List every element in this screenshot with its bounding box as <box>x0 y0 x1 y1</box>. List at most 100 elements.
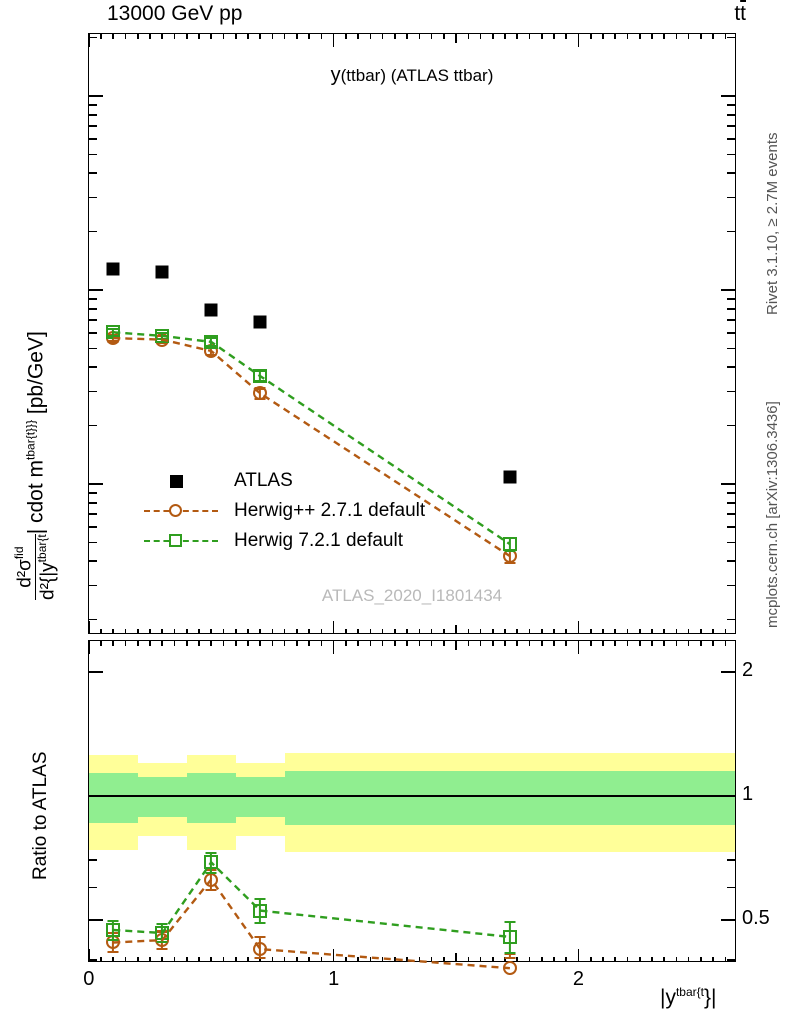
x-axis-title: |ytbar{t}| <box>660 985 716 1010</box>
x-tick-ratio <box>394 640 396 646</box>
y-tick-main <box>88 390 97 393</box>
error-bar-cap <box>156 941 168 944</box>
x-tick-main <box>296 33 298 39</box>
x-tick-ratio <box>724 640 727 646</box>
x-tick-main <box>296 628 298 634</box>
x-tick-main <box>443 628 445 634</box>
x-tick-main <box>504 628 506 634</box>
x-tick-ratio <box>406 956 408 962</box>
x-tick-main <box>675 628 678 634</box>
x-tick-main <box>308 33 310 39</box>
x-tick-ratio <box>283 956 286 962</box>
x-tick-ratio <box>626 640 629 646</box>
y-tick-main <box>88 492 97 494</box>
x-tick-ratio <box>430 956 433 962</box>
y-tick-main <box>88 513 97 515</box>
y-tick-main <box>727 526 736 528</box>
x-tick-main <box>602 33 604 39</box>
x-tick-main <box>100 628 102 634</box>
y-tick-main <box>88 104 97 106</box>
y-tick-main <box>88 196 97 199</box>
y-tick-main <box>721 95 736 97</box>
x-tick-main <box>638 33 641 39</box>
x-tick-ratio <box>455 952 457 962</box>
x-tick-main <box>210 33 213 39</box>
x-tick-ratio <box>296 956 298 962</box>
x-tick-main <box>700 628 702 634</box>
data-point-filled-square <box>155 265 169 279</box>
x-tick-main <box>161 628 164 634</box>
plot-title: y(ttbar) (ATLAS ttbar) <box>88 64 736 87</box>
series-line <box>113 877 510 970</box>
x-tick-main <box>222 33 225 39</box>
y-tick-main <box>727 125 736 127</box>
y-tick-main <box>88 502 97 504</box>
x-tick-ratio <box>540 956 543 962</box>
x-tick-label: 1 <box>328 967 340 990</box>
x-tick-main <box>406 628 408 634</box>
x-tick-ratio <box>479 956 482 962</box>
x-tick-ratio <box>516 956 519 962</box>
x-tick-ratio <box>443 640 445 646</box>
y-tick-main <box>727 308 736 310</box>
x-tick-ratio <box>614 956 617 962</box>
x-tick-ratio <box>687 640 690 646</box>
x-tick-main <box>320 33 323 39</box>
x-tick-ratio <box>418 956 421 962</box>
error-bar-cap <box>156 948 168 951</box>
x-tick-main <box>198 628 200 634</box>
x-tick-main <box>565 33 568 39</box>
x-tick-main <box>394 628 396 634</box>
x-tick-main <box>406 33 408 39</box>
x-tick-ratio <box>540 640 543 646</box>
x-tick-main <box>222 628 225 634</box>
x-tick-ratio <box>320 956 323 962</box>
x-tick-ratio <box>492 956 494 962</box>
legend-key-herwig7 <box>140 530 224 552</box>
y-tick-main <box>727 492 736 494</box>
x-tick-main <box>357 33 359 39</box>
x-tick-ratio <box>136 640 139 646</box>
x-tick-ratio <box>332 640 335 654</box>
x-tick-ratio <box>345 956 347 962</box>
ratio-tick-label-right: 1 <box>742 783 754 805</box>
legend-item-herwig7[interactable]: Herwig 7.2.1 default <box>140 526 425 556</box>
error-bar <box>112 919 115 941</box>
x-tick-label: 2 <box>572 967 585 990</box>
y-tick-ratio <box>88 859 97 861</box>
legend: ATLAS Herwig++ 2.7.1 default Herwig 7.2.… <box>140 466 425 556</box>
legend-label-herwigpp: Herwig++ 2.7.1 default <box>234 500 426 521</box>
x-tick-main <box>528 628 531 634</box>
x-tick-ratio <box>112 956 115 962</box>
x-tick-main <box>332 620 335 634</box>
legend-item-atlas[interactable]: ATLAS <box>140 466 425 496</box>
x-tick-ratio <box>467 956 470 962</box>
x-tick-ratio <box>222 956 225 962</box>
x-tick-main <box>149 628 151 634</box>
x-tick-ratio <box>234 640 237 646</box>
x-tick-main <box>528 33 531 39</box>
x-tick-main <box>369 628 372 634</box>
x-tick-main <box>577 620 580 634</box>
x-tick-ratio <box>492 640 494 646</box>
x-tick-main <box>136 33 139 39</box>
x-tick-ratio <box>271 956 274 962</box>
x-tick-ratio <box>357 956 359 962</box>
x-tick-ratio <box>565 640 568 646</box>
x-tick-main <box>234 628 237 634</box>
y-tick-main <box>727 332 736 334</box>
x-tick-main <box>492 628 494 634</box>
x-tick-ratio <box>332 948 335 962</box>
x-tick-main <box>418 628 421 634</box>
error-bar <box>508 952 512 960</box>
x-tick-ratio <box>687 956 690 962</box>
x-tick-main <box>614 33 617 39</box>
series-line <box>113 336 511 558</box>
x-tick-ratio <box>724 956 727 962</box>
tbar-overline: t <box>740 2 746 25</box>
x-tick-main <box>271 628 274 634</box>
legend-item-herwigpp[interactable]: Herwig++ 2.7.1 default <box>140 496 425 526</box>
y-tick-ratio <box>88 886 97 889</box>
y-tick-main <box>88 95 103 97</box>
